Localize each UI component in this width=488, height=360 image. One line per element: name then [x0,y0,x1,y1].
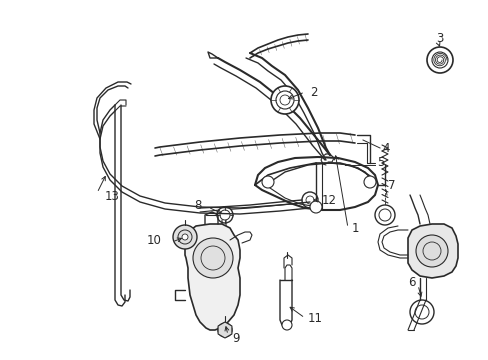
Text: 4: 4 [381,141,389,154]
Text: 7: 7 [387,179,395,192]
Circle shape [193,238,232,278]
Circle shape [218,323,231,337]
Text: 8: 8 [194,198,202,212]
Text: 2: 2 [309,86,317,99]
Circle shape [173,225,197,249]
Text: 1: 1 [351,221,359,234]
Text: 6: 6 [407,276,415,289]
Circle shape [309,201,321,213]
Circle shape [217,207,232,223]
Text: 11: 11 [307,311,323,324]
Circle shape [178,230,192,244]
Circle shape [282,320,291,330]
Text: 3: 3 [435,32,443,45]
Circle shape [305,196,313,204]
Circle shape [280,95,289,105]
Circle shape [270,86,298,114]
Text: 12: 12 [321,194,336,207]
Circle shape [409,300,433,324]
Circle shape [363,176,375,188]
Text: 10: 10 [147,234,162,247]
Circle shape [220,210,229,220]
Polygon shape [218,322,231,338]
Text: 9: 9 [231,332,239,345]
Circle shape [262,176,273,188]
Circle shape [422,242,440,260]
Circle shape [182,234,187,240]
Circle shape [201,246,224,270]
Circle shape [221,326,228,334]
Circle shape [426,47,452,73]
Circle shape [431,52,447,68]
Text: 13: 13 [105,189,120,202]
Circle shape [415,235,447,267]
Polygon shape [184,224,240,330]
Circle shape [374,205,394,225]
Circle shape [414,305,428,319]
Text: 5: 5 [376,156,384,168]
Circle shape [302,192,317,208]
Circle shape [378,209,390,221]
Polygon shape [407,224,457,278]
Circle shape [275,91,293,109]
